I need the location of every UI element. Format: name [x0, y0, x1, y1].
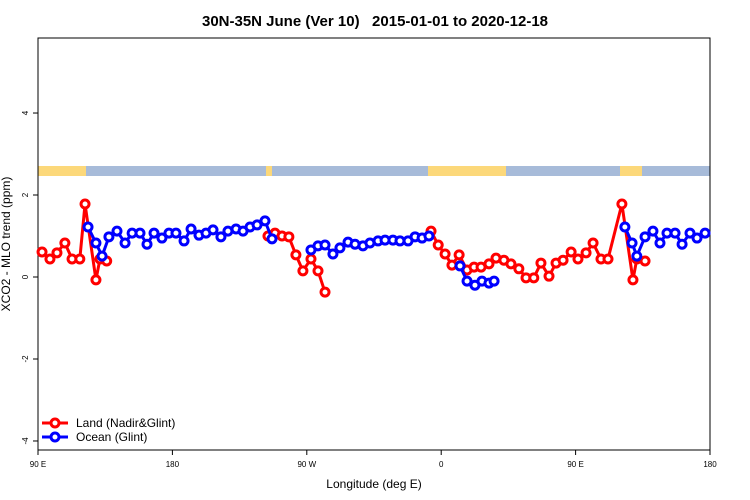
data-point — [207, 224, 219, 236]
data-point — [461, 275, 473, 287]
data-point — [483, 258, 495, 270]
x-tick-label: 0 — [439, 460, 444, 469]
data-point — [178, 235, 190, 247]
land-band — [266, 166, 272, 176]
data-point — [59, 237, 71, 249]
data-point — [90, 274, 102, 286]
y-tick-label: 2 — [21, 192, 30, 197]
data-point — [103, 231, 115, 243]
data-point — [312, 265, 324, 277]
legend-label: Ocean (Glint) — [76, 430, 147, 444]
data-point — [305, 253, 317, 265]
data-point — [513, 263, 525, 275]
data-point — [587, 237, 599, 249]
data-point — [44, 253, 56, 265]
data-point — [627, 274, 639, 286]
data-point — [51, 247, 63, 259]
data-point — [119, 237, 131, 249]
y-tick-label: -2 — [21, 355, 30, 363]
data-point — [616, 198, 628, 210]
data-point — [505, 258, 517, 270]
data-point — [90, 237, 102, 249]
data-point — [134, 227, 146, 239]
data-point — [251, 219, 263, 231]
data-point — [676, 238, 688, 250]
data-point — [297, 265, 309, 277]
data-point — [557, 254, 569, 266]
data-point — [488, 275, 500, 287]
data-point — [423, 230, 435, 242]
data-point — [654, 237, 666, 249]
data-point — [639, 231, 651, 243]
data-point — [334, 242, 346, 254]
data-point — [647, 225, 659, 237]
x-tick-label: 90 E — [30, 460, 46, 469]
data-point — [565, 246, 577, 258]
data-point — [619, 221, 631, 233]
data-point — [432, 239, 444, 251]
land-band — [38, 166, 86, 176]
data-point — [626, 237, 638, 249]
x-axis-label: Longitude (deg E) — [326, 477, 421, 491]
land-band — [428, 166, 506, 176]
data-point — [96, 250, 108, 262]
data-point — [439, 248, 451, 260]
data-point — [319, 286, 331, 298]
data-point — [141, 238, 153, 250]
data-point — [148, 227, 160, 239]
legend-label: Land (Nadir&Glint) — [76, 416, 175, 430]
data-point — [170, 227, 182, 239]
legend-marker — [49, 417, 61, 429]
ocean-band — [38, 166, 710, 176]
data-point — [535, 257, 547, 269]
data-point — [156, 232, 168, 244]
x-tick-label: 180 — [703, 460, 717, 469]
data-point — [259, 215, 271, 227]
y-axis-label: XCO2 - MLO trend (ppm) — [0, 177, 13, 312]
plot-frame — [37, 37, 711, 451]
data-point — [699, 227, 711, 239]
land-band — [620, 166, 642, 176]
chart-title: 30N-35N June (Ver 10) 2015-01-01 to 2020… — [202, 13, 548, 30]
land-ocean-strip — [38, 166, 710, 176]
x-tick-label: 180 — [166, 460, 180, 469]
data-point — [319, 239, 331, 251]
data-point — [580, 247, 592, 259]
data-point — [266, 233, 278, 245]
data-point — [283, 231, 295, 243]
data-point — [639, 255, 651, 267]
y-tick-label: -4 — [21, 437, 30, 445]
data-point — [453, 249, 465, 261]
x-tick-label: 90 E — [567, 460, 583, 469]
data-point — [691, 232, 703, 244]
y-tick-label: 0 — [21, 274, 30, 279]
data-point — [290, 249, 302, 261]
data-point — [82, 221, 94, 233]
data-point — [684, 227, 696, 239]
data-point — [543, 270, 555, 282]
legend-marker — [49, 431, 61, 443]
data-point — [454, 260, 466, 272]
data-point — [74, 253, 86, 265]
data-point — [36, 246, 48, 258]
data-point — [215, 231, 227, 243]
data-point — [602, 253, 614, 265]
data-point — [631, 250, 643, 262]
x-tick-label: 90 W — [297, 460, 316, 469]
data-point — [79, 198, 91, 210]
data-point — [528, 272, 540, 284]
data-point — [327, 248, 339, 260]
data-point — [669, 227, 681, 239]
data-point — [185, 223, 197, 235]
data-point — [572, 253, 584, 265]
data-point — [111, 225, 123, 237]
y-tick-label: 4 — [21, 110, 30, 115]
